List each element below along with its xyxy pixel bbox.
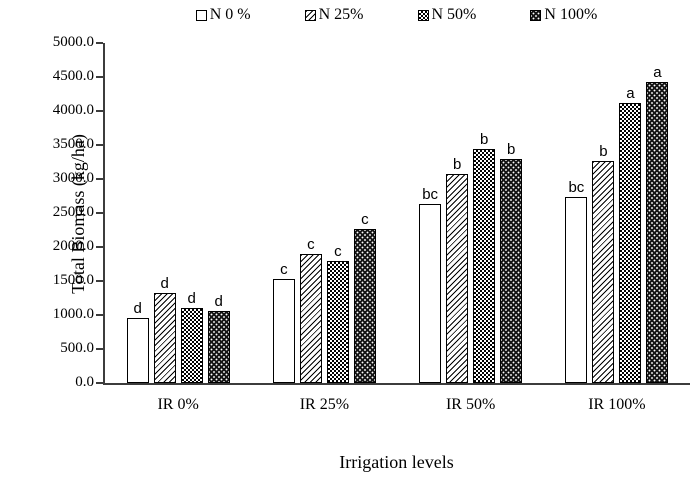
significance-letter: d xyxy=(160,275,169,293)
y-tick-label: 4000.0 xyxy=(52,102,94,118)
bar-n-50--3: a xyxy=(619,86,642,383)
significance-letter: c xyxy=(334,243,342,261)
bar-n-100--1: c xyxy=(353,212,376,383)
y-tick-mark xyxy=(96,212,103,214)
significance-letter: b xyxy=(506,140,516,158)
legend-swatch-plain-white-icon xyxy=(195,9,207,21)
significance-letter: bc xyxy=(568,178,585,196)
x-category-label: IR 50% xyxy=(445,396,496,413)
legend-swatch-diagonal-hatch-icon xyxy=(304,9,316,21)
legend-item-3: N 100% xyxy=(530,7,597,23)
bar-n-0--1: c xyxy=(272,262,295,383)
legend-swatch-checkerboard-icon xyxy=(417,9,429,21)
chart-legend: N 0 % N 25% N 50% N 100% xyxy=(103,4,690,26)
bar-n-25--2: b xyxy=(446,157,469,383)
legend-item-0: N 0 % xyxy=(195,6,251,23)
legend-label: N 25% xyxy=(318,6,364,23)
y-tick-label: 2500.0 xyxy=(52,204,94,220)
y-tick-label: 1000.0 xyxy=(52,306,94,322)
bar-group-ir-50-: bc b b b xyxy=(398,43,544,383)
bar-n-50--0: d xyxy=(180,291,203,383)
legend-item-1: N 25% xyxy=(304,6,364,23)
y-tick-mark xyxy=(96,178,103,180)
bar-n-0--2: bc xyxy=(419,187,442,383)
bar-n-25--1: c xyxy=(299,237,322,383)
bar-n-50--2: b xyxy=(473,132,496,383)
bar-n-0--3: bc xyxy=(565,180,588,383)
bar-n-100--2: b xyxy=(500,142,523,383)
significance-letter: bc xyxy=(422,186,439,204)
plot-area: 0.0 500.0 1000.0 1500.0 2000.0 2500.0 3000.0 35… xyxy=(53,35,690,413)
y-tick-label: 2000.0 xyxy=(52,238,94,254)
y-tick-mark xyxy=(96,76,103,78)
bar-n-25--3: b xyxy=(592,144,615,383)
y-tick-mark xyxy=(96,280,103,282)
y-tick-label: 5000.0 xyxy=(52,34,94,50)
significance-letter: a xyxy=(653,64,662,82)
y-tick-mark xyxy=(96,246,103,248)
y-tick-mark xyxy=(96,314,103,316)
significance-letter: c xyxy=(280,260,288,278)
legend-swatch-white-dots-on-black-icon xyxy=(530,9,542,21)
y-tick-mark xyxy=(96,348,103,350)
bar-n-25--0: d xyxy=(153,276,176,383)
bar-group-ir-25-: c c c c xyxy=(251,43,397,383)
legend-label: N 100% xyxy=(544,6,598,23)
bar-group-ir-100-: bc b a a xyxy=(544,43,690,383)
bar-n-100--3: a xyxy=(646,65,669,383)
x-category-label: IR 25% xyxy=(299,396,350,413)
y-tick-label: 500.0 xyxy=(60,340,94,356)
y-tick-label: 4500.0 xyxy=(52,68,94,84)
y-tick-label: 3500.0 xyxy=(52,136,94,152)
bar-n-100--0: d xyxy=(207,294,230,383)
x-axis-title: Irrigation levels xyxy=(339,452,454,472)
bar-n-50--1: c xyxy=(326,244,349,383)
y-tick-label: 0.0 xyxy=(75,374,94,390)
y-tick-mark xyxy=(96,144,103,146)
significance-letter: b xyxy=(452,155,462,173)
significance-letter: d xyxy=(214,292,223,310)
significance-letter: c xyxy=(361,211,369,229)
y-tick-label: 3000.0 xyxy=(52,170,94,186)
y-tick-mark xyxy=(96,382,103,384)
x-category-label: IR 0% xyxy=(157,396,199,413)
significance-letter: b xyxy=(479,131,489,149)
y-tick-mark xyxy=(96,110,103,112)
significance-letter: d xyxy=(133,300,142,318)
legend-label: N 50% xyxy=(431,6,477,23)
legend-label: N 0 % xyxy=(209,6,251,23)
significance-letter: d xyxy=(187,289,196,307)
x-category-label: IR 100% xyxy=(588,396,646,413)
significance-letter: a xyxy=(626,84,635,102)
y-tick-mark xyxy=(96,42,103,44)
legend-item-2: N 50% xyxy=(417,6,477,23)
bar-n-0--0: d xyxy=(126,301,149,383)
y-tick-label: 1500.0 xyxy=(52,272,94,288)
significance-letter: c xyxy=(307,235,315,253)
significance-letter: b xyxy=(599,143,608,161)
